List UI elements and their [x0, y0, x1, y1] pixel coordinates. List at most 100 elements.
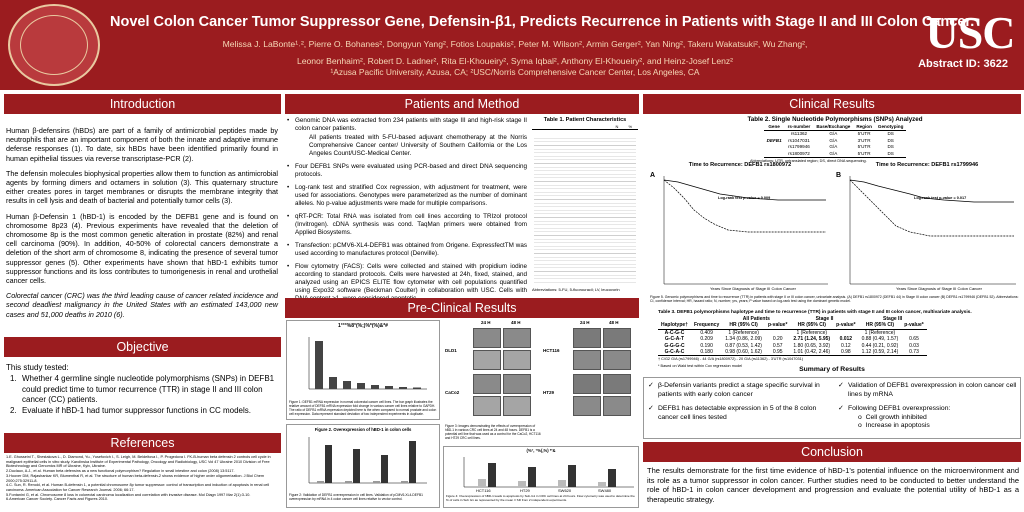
fig4-bar-2	[488, 463, 496, 487]
t3-group-stage2: Stage II	[815, 316, 834, 322]
fig3-image	[503, 396, 531, 416]
checkmark-icon: ✓	[648, 405, 654, 413]
table-1-footnote: Abbreviations: 5-FU, 5-fluorouracil; LV,…	[532, 287, 620, 292]
t3-cell	[901, 329, 926, 336]
fig4-label-hct116: HCT116	[476, 488, 491, 493]
reference-5: 5.Fontanini G, et al. Chromosome 8 loss …	[6, 492, 251, 497]
fig4-bar-7	[598, 482, 606, 487]
fig3-image	[473, 328, 501, 348]
authors-line-1: Melissa J. LaBonte¹˒², Pierre O. Bohanes…	[222, 39, 808, 49]
method-bullet-5: Transfection: pCMV6-XL4-DEFB1 was obtain…	[287, 242, 527, 258]
km-a-title: Time to Recurrence: DEFB1 rs1800972	[688, 162, 792, 168]
fig4-bar-1	[478, 479, 486, 487]
t3-cell	[765, 329, 790, 336]
t3-cell: 1.80 (0.65, 3.92)	[793, 342, 831, 349]
km-a-curve-1	[663, 179, 826, 201]
table-2: Table 2. Single Nucleotide Polymorphisms…	[720, 116, 950, 164]
km-b-chart	[849, 176, 1016, 285]
fig2-bar-7	[401, 481, 408, 483]
figure-4-panel: (%°, °%(,%) *'& HCT116 HT29 SW620 SW480 …	[443, 446, 639, 508]
figure-4-caption: Figure 4: Overexpression of hBD-1 leads …	[446, 494, 635, 502]
fig3-image	[573, 396, 601, 416]
summary-title: Summary of Results	[799, 366, 865, 373]
poster-header: Novel Colon Cancer Tumor Suppressor Gene…	[0, 0, 1024, 90]
summary-box: ✓ β-Defensin variants predict a stage spe…	[643, 377, 1021, 439]
t3-cell: 0.012	[839, 336, 853, 343]
t3-header: p-value*	[764, 322, 791, 330]
introduction-body: Human β-defensins (hBDs) are part of a f…	[6, 126, 278, 325]
fig3-image	[603, 374, 631, 394]
fig4-bar-8	[608, 469, 616, 487]
t3-header: HR (95% CI)	[858, 322, 902, 330]
table-3-footnote-1: † C/G2 G/A (rs1799946) - 44 G/A (rs18009…	[658, 357, 804, 362]
fig3-row-hct116: HCT116	[543, 348, 560, 353]
fig2-bar-5	[373, 481, 380, 483]
figure-4-bar-chart	[463, 457, 634, 488]
fig1-bar-3	[343, 381, 351, 389]
t3-cell: 1 (Reference)	[864, 329, 896, 336]
table-3-grid: All Patients Stage II Stage III Haplotyp…	[658, 316, 927, 356]
references-list: 1.E. Ghosseini T., Shestakova L., D. Dia…	[6, 455, 278, 502]
table-1: Table 1. Patient Characteristics N % Abb…	[532, 117, 638, 295]
fig3-row-ht29: HT29	[543, 390, 555, 395]
t2-cell: G/A	[829, 144, 838, 150]
fig3-row-dld1: DLD1	[445, 348, 457, 353]
fig4-label-sw620: SW620	[558, 488, 572, 493]
t3-cell: G-C-A-T	[664, 336, 685, 343]
fig4-label-sw480: SW480	[598, 488, 612, 493]
reference-1: 1.E. Ghosseini T., Shestakova L., D. Dia…	[6, 455, 271, 469]
t2-cell: DS	[887, 131, 894, 137]
fig3-row-caco2: CaCo2	[445, 390, 460, 395]
t3-header: p-value*	[833, 322, 859, 330]
t3-header: HR (95% CI)	[790, 322, 834, 330]
t3-cell: 1 (Reference)	[728, 329, 759, 336]
km-b-curve-2	[849, 179, 1014, 237]
fig3-image	[573, 374, 601, 394]
t2-cell: rs1799946	[788, 144, 810, 150]
fig1-bar-1	[315, 341, 323, 389]
university-seal-icon	[8, 4, 100, 86]
km-a-label: A	[650, 172, 656, 179]
poster-title: Novel Colon Cancer Tumor Suppressor Gene…	[110, 14, 975, 30]
t3-cell: 0.209	[700, 336, 713, 343]
t2-header: Genotyping	[874, 124, 907, 132]
fig3-image	[603, 350, 631, 370]
method-bullet-1-sub: All patients treated with 5-FU-based adj…	[309, 134, 527, 157]
t3-header: p-value*	[901, 322, 927, 330]
t3-cell: 0.87 (0.53, 1.42)	[725, 342, 762, 349]
t3-header: HR (95% CI)	[722, 322, 765, 330]
methods-body: Genomic DNA was extracted from 234 patie…	[287, 117, 527, 308]
km-a-chart	[663, 176, 828, 285]
t3-cell: 0.20	[772, 336, 783, 343]
fig1-bar-8	[413, 387, 421, 389]
fig1-bar-7	[399, 387, 407, 389]
km-b-label: B	[836, 172, 842, 179]
fig1-bar-2	[329, 377, 337, 389]
fig3-col-48h: 48 H	[511, 320, 521, 325]
t2-cell: G/A	[829, 131, 838, 137]
fig4-label-ht29: HT29	[520, 488, 530, 493]
t3-cell: G-G-G-C	[664, 342, 685, 349]
km-plot-a: Time to Recurrence: DEFB1 rs1800972 A Lo…	[648, 162, 832, 322]
figure-4-title: (%°, °%(,%) *'&	[526, 448, 556, 453]
t3-header: Frequency	[690, 322, 723, 330]
table-1-rows	[534, 135, 636, 285]
objective-banner: Objective	[4, 337, 281, 357]
reference-2: 2.Duclaux, A.J., et al. Human beta defen…	[6, 469, 235, 474]
t2-cell: DEFB1	[766, 137, 782, 143]
t3-header: Haplotype†	[658, 322, 691, 330]
method-bullet-3: Log-rank test and stratified Cox regress…	[287, 184, 527, 208]
fig4-bar-4	[528, 467, 536, 487]
method-bullet-1: Genomic DNA was extracted from 234 patie…	[295, 117, 527, 132]
t2-header: Gene	[763, 124, 785, 132]
km-a-pvalue: Log-rank test p-value = 0.009	[718, 196, 771, 200]
t3-cell: 1 (Reference)	[796, 329, 828, 336]
t3-cell: 0.190	[700, 342, 713, 349]
usc-logo: USC	[925, 7, 1015, 58]
reference-6: 6.American Cancer Society. Cancer Facts …	[6, 497, 109, 502]
t3-cell: A-C-G-C	[664, 329, 685, 336]
t3-cell: 0.88 (0.49, 1.57)	[861, 336, 899, 343]
checkmark-icon: ✓	[838, 405, 844, 413]
t3-cell: 1.34 (0.86, 2.09)	[725, 336, 762, 343]
t3-cell: 0.409	[700, 329, 713, 336]
